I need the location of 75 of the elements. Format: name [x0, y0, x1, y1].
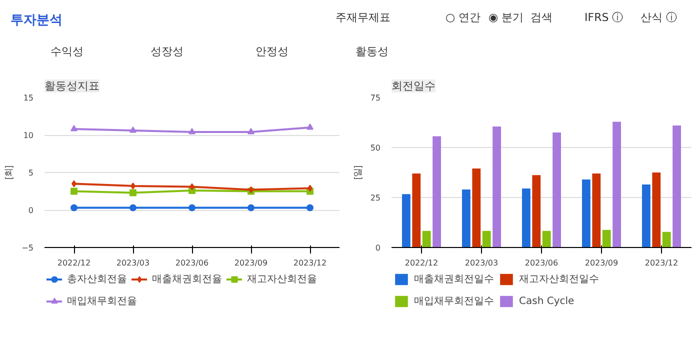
bar [412, 174, 421, 248]
bar [582, 180, 590, 248]
text: 검색 [530, 11, 552, 24]
bar [432, 136, 441, 248]
point [130, 189, 136, 196]
bar [612, 122, 621, 248]
point [70, 204, 78, 212]
text: 주재무제표 [336, 11, 390, 24]
x-tick-label: 2023/03 [464, 258, 498, 268]
y-tick-label: 5 [28, 168, 34, 178]
bar [462, 190, 470, 248]
bar [662, 232, 671, 248]
bar [672, 126, 681, 248]
point [70, 125, 78, 132]
y-tick-label: 10 [23, 131, 34, 140]
chart-title: 회전일수 [392, 80, 436, 92]
chart-title: 활동성지표 [44, 80, 100, 92]
point [188, 128, 196, 134]
text: 활동성 [356, 45, 388, 58]
y-tick-label: 0 [28, 206, 34, 215]
x-tick-label: 2023/03 [116, 258, 150, 268]
legend-label: 총자산회전율 [67, 273, 127, 286]
bar [652, 172, 661, 248]
x-tick-label: 2022/12 [404, 258, 438, 268]
bar [492, 126, 501, 248]
point [248, 128, 254, 134]
y-tick-label: 75 [370, 94, 381, 102]
y-axis-title: [일] [352, 165, 362, 180]
x-tick-label: 2023/12 [293, 258, 327, 268]
point [306, 204, 314, 212]
bar [402, 194, 410, 248]
text: IFRS ⓘ [584, 11, 624, 24]
text: 산식 ⓘ [640, 11, 677, 24]
bar [522, 188, 530, 248]
point [130, 182, 136, 190]
legend-label: 재고자산회전일수 [519, 273, 599, 286]
legend-label: 재고자산회전율 [247, 273, 317, 286]
bar [552, 132, 561, 248]
point [70, 188, 78, 195]
legend-label: Cash Cycle [519, 294, 574, 308]
x-tick-label: 2022/12 [57, 258, 91, 268]
x-tick-label: 2023/06 [175, 258, 209, 268]
bar [482, 230, 491, 248]
y-tick-label: 50 [370, 144, 381, 152]
x-tick-label: 2023/09 [234, 258, 268, 268]
text: 수익성 [50, 45, 84, 58]
y-tick-label: −5 [22, 244, 34, 252]
y-tick-label: 0 [375, 244, 381, 252]
bar [472, 168, 481, 248]
legend-label: 매입채무회전일수 [414, 295, 494, 308]
y-tick-label: 25 [370, 194, 381, 202]
legend-label: 매입채무회전율 [67, 295, 137, 308]
legend-label: 매출채권회전율 [152, 273, 222, 286]
bar [532, 175, 541, 248]
point [248, 204, 254, 212]
bar [542, 230, 551, 248]
x-tick-label: 2023/06 [524, 258, 558, 268]
point [130, 126, 136, 133]
y-tick-label: 15 [23, 94, 34, 102]
point [188, 204, 196, 212]
point [306, 124, 314, 130]
text: 성장성 [150, 45, 184, 58]
bar [422, 230, 431, 248]
x-tick-label: 2023/09 [584, 258, 618, 268]
x-tick-label: 2023/12 [644, 258, 678, 268]
point [130, 204, 136, 212]
legend-label: 매출채권회전일수 [414, 273, 494, 286]
y-axis-title: [회] [4, 165, 14, 180]
text: 안정성 [256, 45, 288, 58]
bar [592, 174, 601, 248]
text: ○ 연간 [446, 11, 481, 24]
bar [642, 184, 650, 248]
text: ◉ 분기 [488, 11, 524, 24]
bar [602, 230, 611, 248]
text: 투자분석 [10, 13, 62, 28]
